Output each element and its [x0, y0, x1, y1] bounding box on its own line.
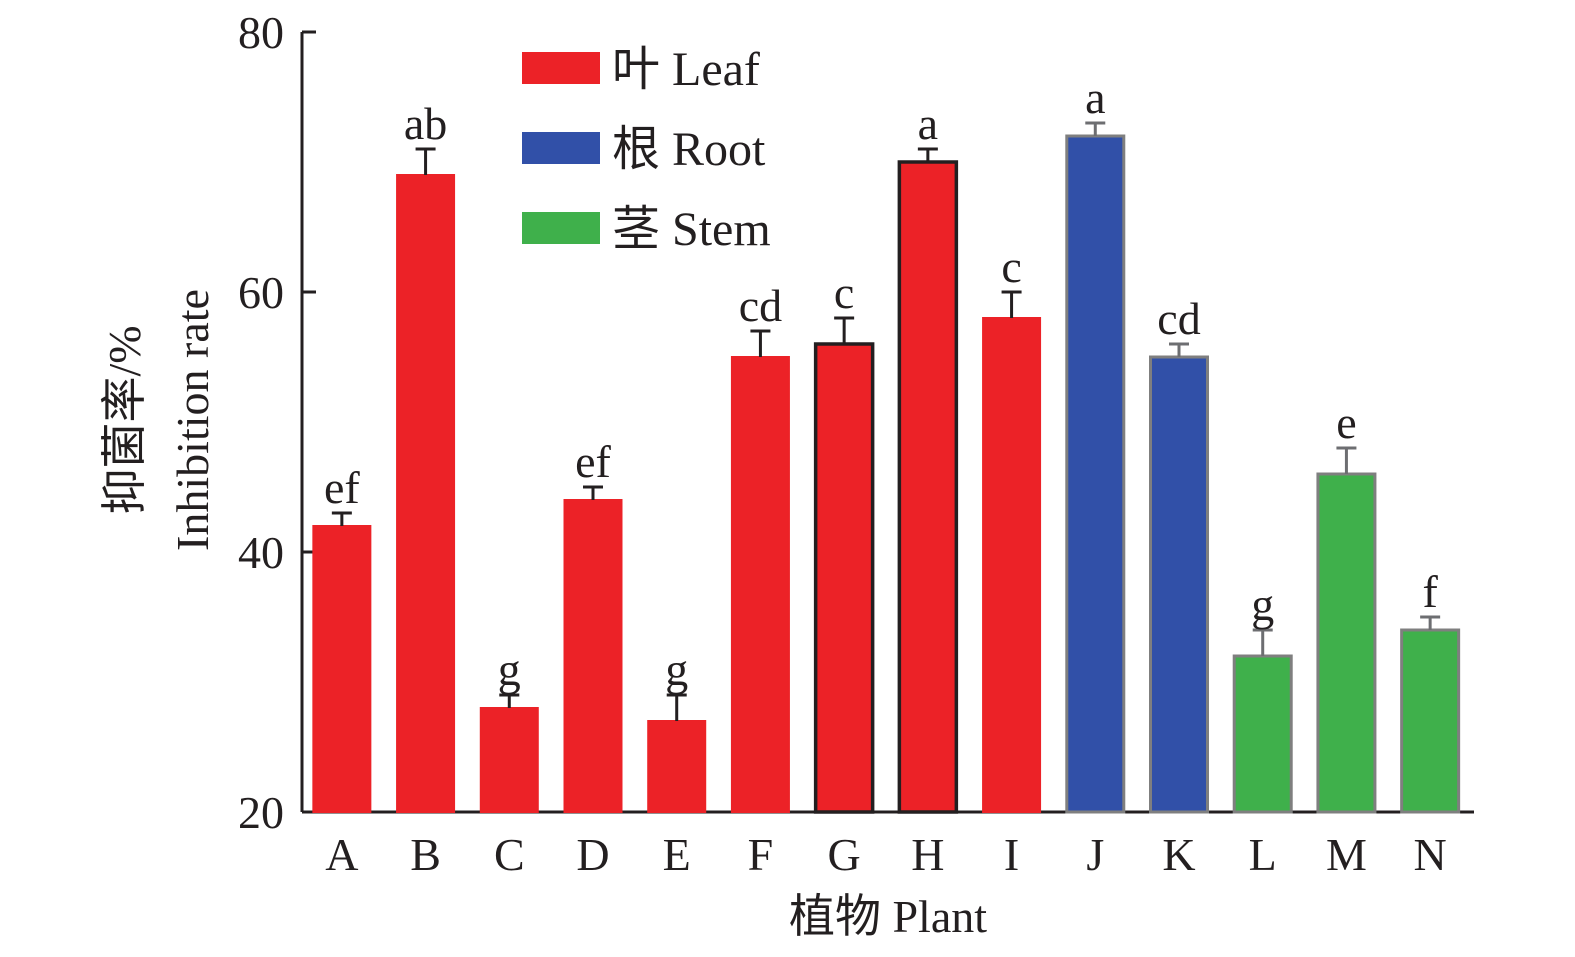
y-axis-title-english: Inhibition rate — [167, 289, 218, 551]
y-tick-label: 20 — [238, 787, 284, 838]
significance-label-L: g — [1251, 579, 1274, 630]
bar-L — [1232, 654, 1293, 814]
bar-I — [982, 317, 1042, 813]
x-tick-label-D: D — [576, 829, 609, 880]
bar-A — [312, 525, 372, 813]
bar-D — [563, 499, 623, 813]
y-tick-label: 40 — [238, 527, 284, 578]
bar-N — [1400, 628, 1461, 814]
x-tick-label-J: J — [1086, 829, 1104, 880]
x-axis-title: 植物 Plant — [789, 891, 987, 942]
significance-label-A: ef — [324, 462, 360, 513]
x-tick-label-K: K — [1162, 829, 1195, 880]
y-tick-label: 80 — [238, 7, 284, 58]
legend-swatch-leaf — [522, 52, 600, 84]
bar-G — [813, 342, 875, 814]
bar-K — [1149, 355, 1209, 814]
bar-F — [730, 356, 790, 813]
significance-label-C: g — [498, 644, 521, 695]
bar-E — [647, 720, 707, 813]
x-tick-label-L: L — [1249, 829, 1277, 880]
bar-J — [1065, 134, 1126, 814]
bar-C — [479, 707, 539, 813]
axes — [300, 32, 1474, 814]
legend-label-leaf: 叶 Leaf — [612, 43, 760, 96]
y-axis-title-chinese: 抑菌率/% — [99, 325, 150, 514]
significance-label-E: g — [665, 644, 688, 695]
significance-label-J: a — [1085, 72, 1105, 123]
x-tick-label-N: N — [1414, 829, 1447, 880]
y-tick-label: 60 — [238, 267, 284, 318]
bar-M — [1316, 472, 1377, 814]
bar-B — [396, 174, 456, 813]
x-tick-label-F: F — [748, 829, 774, 880]
significance-label-D: ef — [575, 436, 611, 487]
significance-label-B: ab — [404, 98, 447, 149]
x-tick-label-G: G — [828, 829, 861, 880]
y-ticks: 20 40 60 80 — [238, 7, 316, 838]
significance-label-M: e — [1336, 397, 1356, 448]
significance-label-F: cd — [739, 280, 782, 331]
significance-label-N: f — [1422, 566, 1438, 617]
legend-swatch-root — [522, 132, 600, 164]
legend-label-root: 根 Root — [612, 123, 766, 176]
significance-label-K: cd — [1157, 293, 1200, 344]
legend: 叶 Leaf 根 Root 茎 Stem — [522, 43, 771, 256]
x-tick-label-A: A — [325, 829, 358, 880]
significance-label-I: c — [1001, 241, 1021, 292]
x-tick-label-B: B — [410, 829, 441, 880]
x-tick-label-I: I — [1004, 829, 1019, 880]
significance-label-G: c — [834, 267, 854, 318]
legend-swatch-stem — [522, 212, 600, 244]
x-tick-label-E: E — [663, 829, 691, 880]
bar-H — [897, 160, 959, 814]
significance-label-H: a — [918, 98, 938, 149]
x-tick-label-H: H — [911, 829, 944, 880]
x-tick-label-M: M — [1326, 829, 1367, 880]
x-tick-label-C: C — [494, 829, 525, 880]
legend-label-stem: 茎 Stem — [612, 203, 771, 256]
